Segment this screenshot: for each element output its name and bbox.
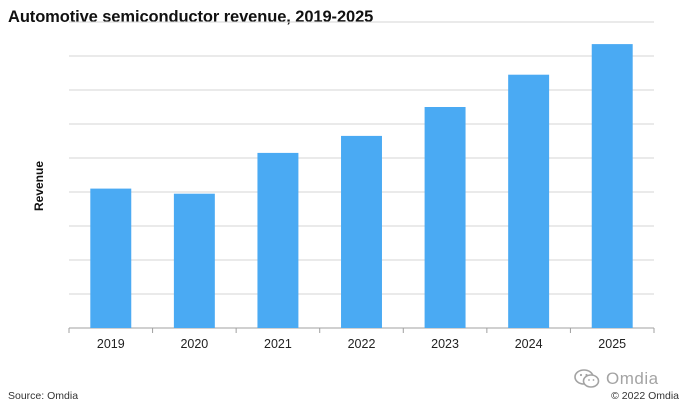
bar-2023 bbox=[424, 107, 466, 328]
x-tick-label-2023: 2023 bbox=[431, 337, 459, 351]
x-tick-label-2025: 2025 bbox=[598, 337, 626, 351]
bar-2020 bbox=[173, 193, 215, 328]
x-tick-label-2024: 2024 bbox=[515, 337, 543, 351]
bar-2025 bbox=[591, 44, 633, 328]
watermark: Omdia bbox=[574, 369, 659, 389]
bar-2024 bbox=[508, 74, 550, 328]
wechat-icon bbox=[574, 369, 600, 388]
source-note: Source: Omdia bbox=[8, 390, 79, 402]
x-tick-label-2022: 2022 bbox=[348, 337, 376, 351]
x-tick-label-2020: 2020 bbox=[180, 337, 208, 351]
copyright-note: © 2022 Omdia bbox=[611, 390, 679, 402]
x-tick-label-2019: 2019 bbox=[97, 337, 125, 351]
bar-2022 bbox=[341, 135, 382, 328]
bar-2021 bbox=[257, 152, 299, 328]
bar-2019 bbox=[90, 188, 132, 328]
watermark-text: Omdia bbox=[606, 369, 659, 388]
x-tick-label-2021: 2021 bbox=[264, 337, 292, 351]
